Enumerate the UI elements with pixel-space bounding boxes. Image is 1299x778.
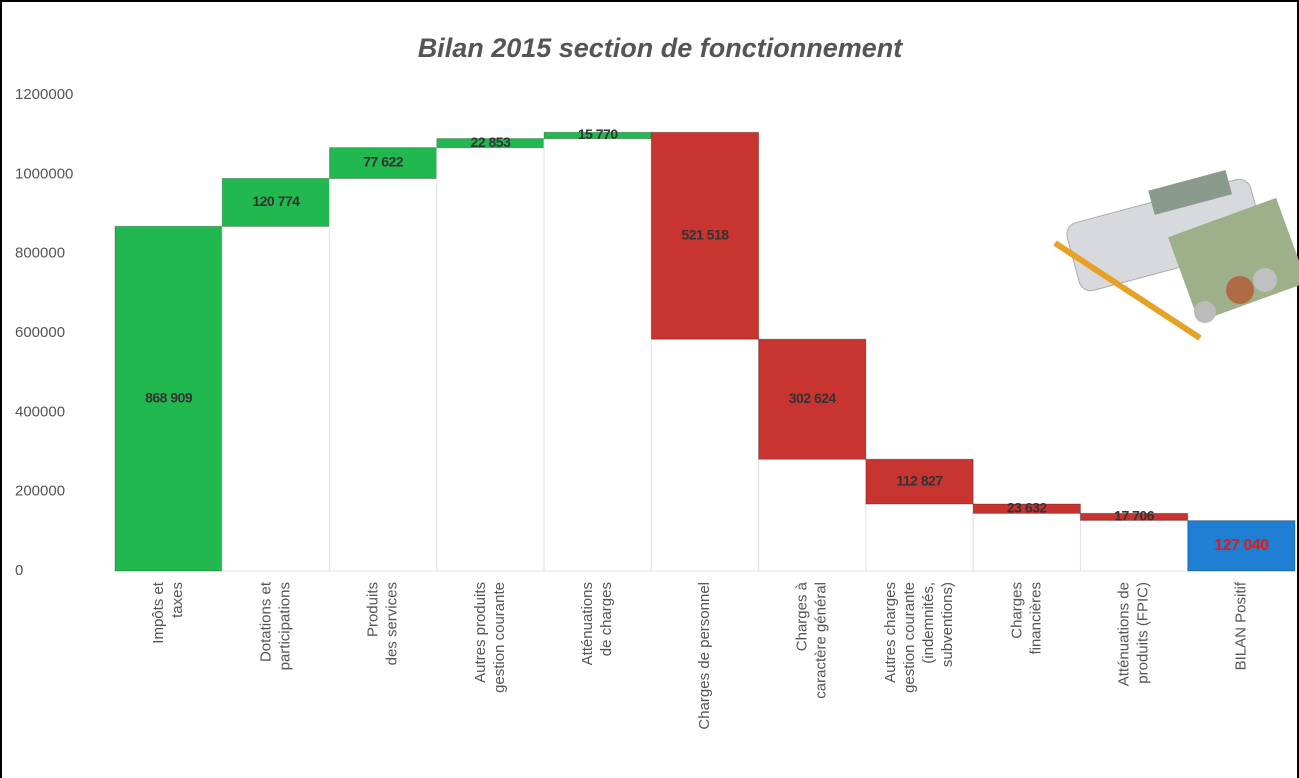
bar (1079, 512, 1189, 521)
value-label: 15 770 (578, 126, 619, 142)
bar (114, 225, 223, 572)
x-tick-label: Atténuations (579, 582, 596, 665)
base-bar (543, 138, 652, 572)
y-tick-label: 1000000 (15, 165, 73, 182)
chart-title: Bilan 2015 section de fonctionnement (418, 33, 904, 63)
y-tick-label: 600000 (15, 324, 65, 341)
bar (543, 131, 652, 140)
x-tick-label: Charges à (794, 581, 811, 651)
base-bar (758, 458, 867, 572)
bar (972, 503, 1081, 514)
x-tick-label: subventions) (939, 582, 956, 667)
illustration (1053, 170, 1299, 341)
value-label: 127 040 (1214, 537, 1269, 554)
value-label: 868 909 (145, 389, 193, 405)
base-bar (865, 503, 974, 572)
bar (758, 338, 867, 460)
x-tick-label: Charges de personnel (696, 582, 713, 730)
value-label: 23 632 (1007, 499, 1048, 515)
x-tick-label: gestion courante (901, 582, 918, 693)
base-bar (1079, 519, 1189, 572)
bar (650, 131, 760, 340)
x-tick-label: Atténuations de (1116, 582, 1133, 686)
base-bar (650, 338, 760, 572)
y-tick-label: 200000 (15, 483, 65, 500)
base-bar (221, 225, 331, 572)
x-tick-label: Charges (1008, 582, 1025, 639)
bar (329, 147, 438, 179)
x-tick-label: BILAN Positif (1232, 581, 1249, 670)
x-tick-label: Impôts et (150, 581, 167, 644)
x-tick-label: Dotations et (257, 581, 274, 662)
value-label: 22 853 (471, 134, 512, 150)
value-label: 302 624 (789, 390, 837, 406)
base-bar (972, 512, 1081, 572)
x-tick-label: produits (FPIC) (1135, 582, 1152, 684)
x-tick-label: financières (1027, 582, 1044, 655)
x-tick-label: caractère général (813, 582, 830, 699)
x-tick-label: (indemnités, (920, 582, 937, 664)
value-label: 112 827 (896, 472, 943, 488)
y-tick-label: 800000 (15, 245, 65, 262)
x-tick-label: taxes (169, 582, 186, 618)
y-tick-label: 1200000 (15, 86, 73, 103)
value-label: 120 774 (252, 193, 300, 209)
value-label: 521 518 (681, 226, 729, 242)
x-tick-label: Autres produits (472, 582, 489, 683)
bar (865, 458, 974, 505)
x-tick-label: Produits (365, 582, 382, 637)
base-bar (329, 177, 438, 572)
base-bar (436, 147, 545, 572)
value-label: 77 622 (363, 154, 404, 170)
x-tick-label: de charges (598, 582, 615, 656)
x-tick-label: des services (384, 582, 401, 665)
bar (1187, 520, 1296, 572)
x-tick-label: gestion courante (491, 582, 508, 693)
x-tick-label: participations (276, 582, 293, 670)
value-label: 17 706 (1114, 508, 1155, 524)
y-tick-label: 400000 (15, 403, 65, 420)
x-tick-label: Autres charges (882, 582, 899, 683)
y-tick-label: 0 (15, 562, 23, 579)
